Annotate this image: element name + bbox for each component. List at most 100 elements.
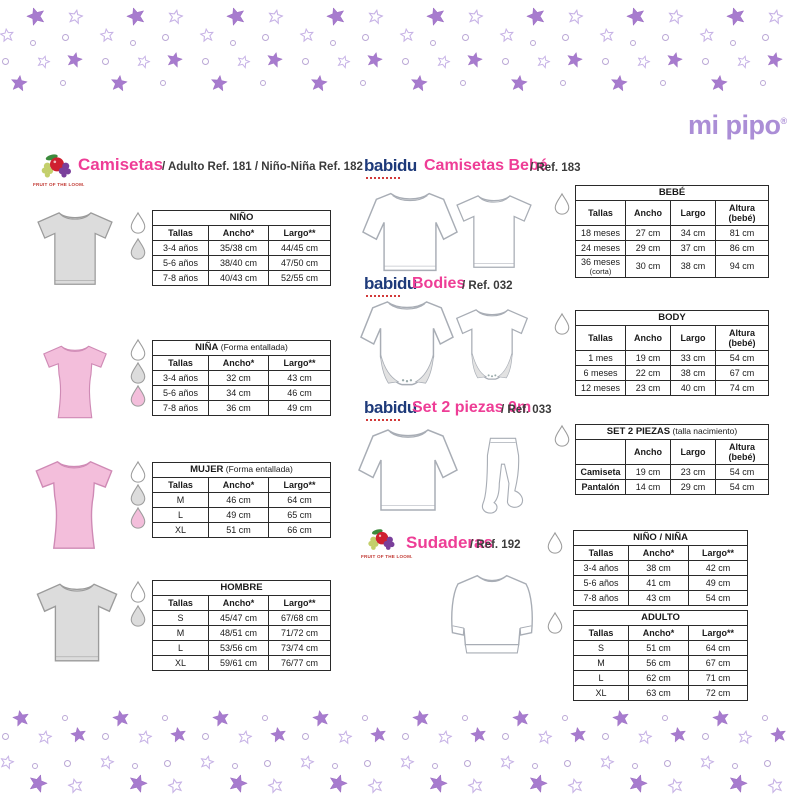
drop-icon <box>130 361 146 384</box>
table-title: NIÑO / NIÑA <box>572 530 749 546</box>
circle-icon <box>60 80 66 86</box>
star-icon <box>524 4 548 27</box>
circle-icon <box>502 58 509 65</box>
sudaderas-subtitle: / Ref. 192 <box>470 539 521 551</box>
tshirt-nina-drawing <box>43 346 107 418</box>
star-icon <box>699 754 715 770</box>
babidu-tagline <box>366 177 400 179</box>
column-header: Ancho* <box>208 355 269 371</box>
table-cell: 64 cm <box>687 640 749 656</box>
table-cell: 14 cm <box>625 478 671 495</box>
table-cell: L <box>152 507 209 523</box>
star-icon <box>199 754 215 770</box>
column-header: Tallas <box>152 355 209 371</box>
table-cell: 22 cm <box>625 364 671 381</box>
baby-tshirt-drawing <box>457 195 531 268</box>
table-cell: 3-4 años <box>152 240 209 256</box>
star-icon <box>399 27 415 42</box>
star-icon <box>365 50 384 69</box>
star-icon <box>367 8 384 25</box>
drop-icon <box>547 611 563 634</box>
table-row: S 45/47 cm 67/68 cm <box>152 610 332 626</box>
table-cell: 81 cm <box>714 224 770 241</box>
table-cell: 19 cm <box>625 463 671 480</box>
star-icon <box>0 754 15 770</box>
star-icon <box>499 27 515 42</box>
star-icon <box>226 771 250 794</box>
table-cell: 42 cm <box>687 560 749 576</box>
fruit-of-the-loom-icon <box>41 153 71 178</box>
table-row: 7-8 años 40/43 cm 52/55 cm <box>152 270 332 286</box>
table-cell: 23 cm <box>625 379 671 396</box>
circle-icon <box>364 760 371 767</box>
drop-icon <box>554 424 570 447</box>
table-cell: 43 cm <box>268 370 331 386</box>
table-cell: 33 cm <box>670 349 716 366</box>
table-cell: 32 cm <box>208 370 269 386</box>
table-cell: 34 cm <box>670 224 716 241</box>
star-icon <box>609 73 629 92</box>
tshirt-nino-drawing <box>38 212 112 285</box>
circle-icon <box>462 715 468 721</box>
camisetas-bebe-title: Camisetas Bebé <box>424 157 548 174</box>
star-icon <box>369 725 388 743</box>
table-cell: 94 cm <box>714 254 770 278</box>
table-row: Pantalón 14 cm 29 cm 54 cm <box>575 478 770 495</box>
star-icon <box>11 708 31 728</box>
circle-icon <box>302 733 309 740</box>
table-title-row: BEBÉ <box>574 185 770 201</box>
table-cell: 5-6 años <box>152 385 209 401</box>
star-icon <box>409 73 429 92</box>
star-icon <box>26 771 50 794</box>
circle-icon <box>702 58 709 65</box>
star-icon <box>735 53 752 69</box>
star-icon <box>166 777 184 794</box>
table-row: 5-6 años 38/40 cm 47/50 cm <box>152 255 332 271</box>
circle-icon <box>102 58 109 65</box>
set-shirt-drawing <box>359 430 457 510</box>
sudaderas-title: Sudaderas <box>406 533 493 552</box>
circle-icon <box>602 733 609 740</box>
star-icon <box>535 53 552 69</box>
table-row: 24 meses 29 cm 37 cm 86 cm <box>575 239 770 256</box>
circle-icon <box>432 763 438 769</box>
star-icon <box>165 50 184 69</box>
star-icon <box>667 8 684 25</box>
star-icon <box>169 725 188 743</box>
table-cell: 49 cm <box>208 507 269 523</box>
column-header: Tallas <box>575 200 626 226</box>
star-icon <box>599 754 615 770</box>
baby-longsleeve-shirt-drawing <box>362 193 458 271</box>
circle-icon <box>664 760 671 767</box>
star-icon <box>66 777 84 794</box>
table-cell: M <box>152 492 209 508</box>
star-icon <box>567 8 584 25</box>
table-cell: 6 meses <box>575 364 626 381</box>
table-cell: 67 cm <box>714 364 770 381</box>
star-border-top <box>0 0 800 95</box>
table-title-row: SET 2 PIEZAS (talla nacimiento) <box>574 424 770 440</box>
circle-icon <box>64 760 71 767</box>
column-header: Ancho* <box>208 595 269 611</box>
circle-icon <box>332 763 338 769</box>
table-title: BODY <box>574 310 770 326</box>
circle-icon <box>502 733 509 740</box>
star-icon <box>299 754 315 770</box>
star-icon <box>99 754 115 770</box>
drop-icon <box>130 506 146 529</box>
table-title-row: BODY <box>574 310 770 326</box>
circle-icon <box>132 763 138 769</box>
column-header: Largo** <box>268 355 331 371</box>
table-cell: 1 mes <box>575 349 626 366</box>
star-icon <box>769 725 788 743</box>
table-cell: 54 cm <box>687 590 749 606</box>
star-icon <box>569 725 588 743</box>
table-cell: 46 cm <box>208 492 269 508</box>
circle-icon <box>562 715 568 721</box>
table-cell: 65 cm <box>268 507 331 523</box>
star-icon <box>737 729 753 745</box>
table-title-row: MUJER (Forma entallada) <box>152 462 331 478</box>
table-sudaderas-nino: NIÑO / NIÑA Tallas Ancho* Largo** 3-4 años 38… <box>572 530 749 606</box>
star-icon <box>726 771 750 794</box>
column-header: Tallas <box>575 325 626 351</box>
